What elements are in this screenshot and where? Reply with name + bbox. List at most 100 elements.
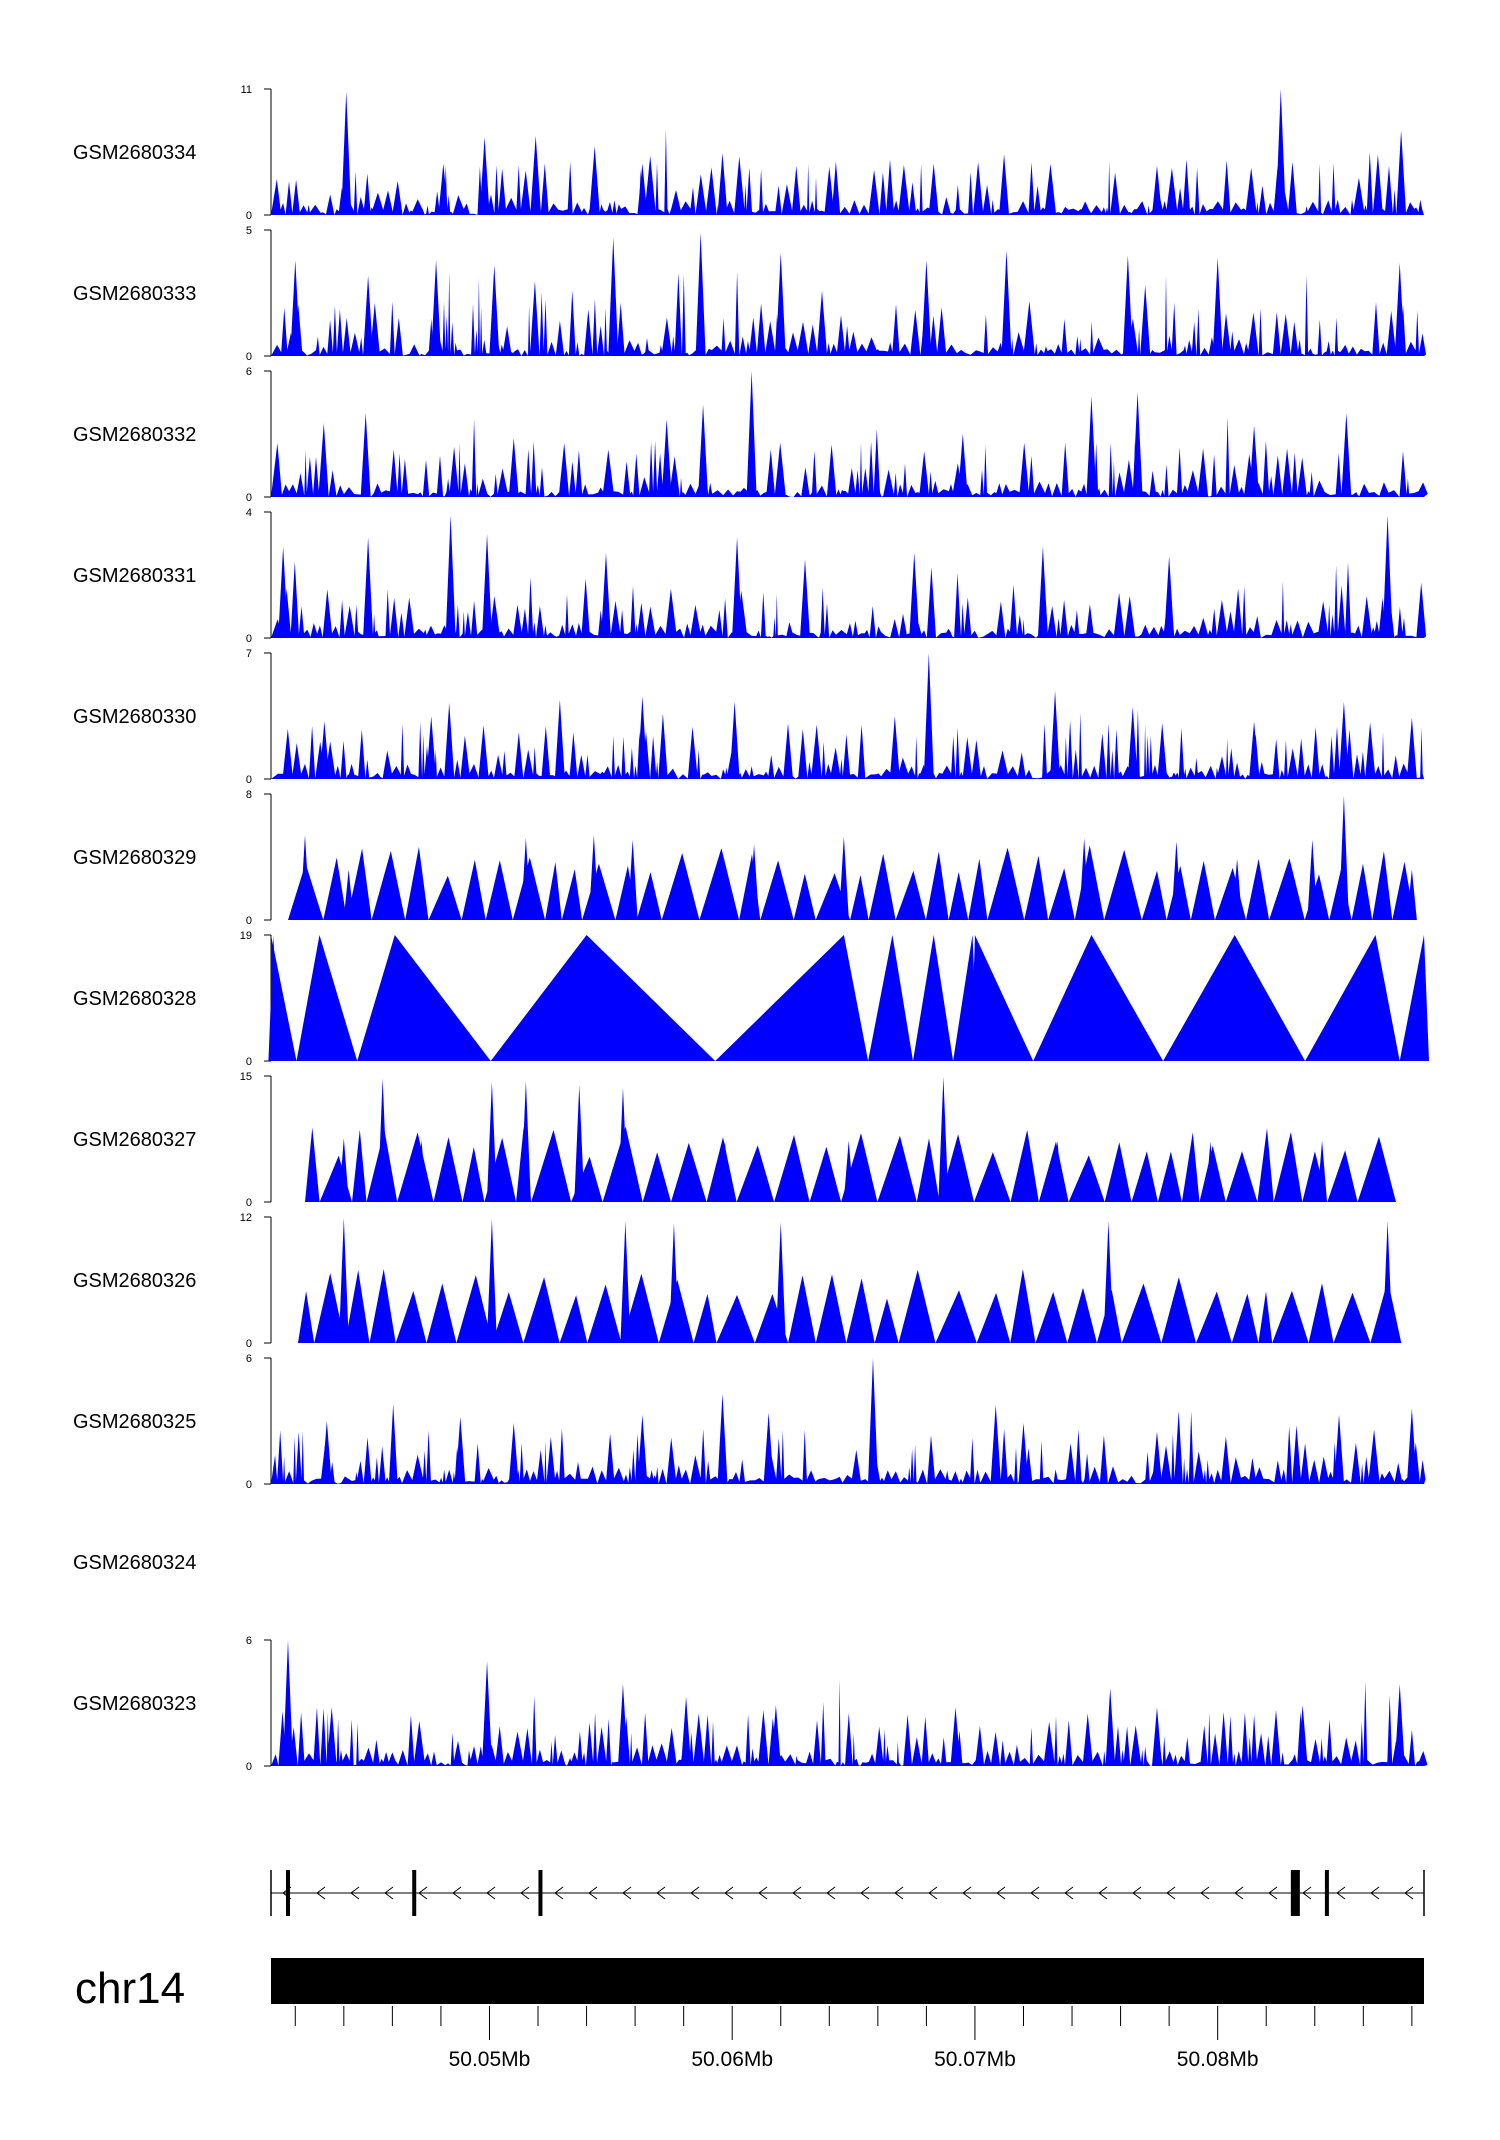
y-tick-label-min: 0 — [246, 774, 252, 786]
genomic-axis: 50.05Mb 50.06Mb 50.07Mb 50.08Mb — [294, 2006, 1413, 2071]
coverage-peak — [681, 1696, 692, 1766]
track-GSM2680323: GSM2680323 6 0 — [73, 1635, 1428, 1773]
strand-arrow — [962, 1886, 972, 1900]
coverage-peak — [438, 163, 449, 215]
coverage-area — [271, 271, 1426, 356]
coverage-peak — [775, 1222, 786, 1343]
coverage-peak — [617, 1087, 628, 1202]
coverage-area — [271, 1403, 1426, 1484]
coverage-peak — [698, 404, 709, 497]
coverage-peak — [770, 1705, 781, 1766]
coverage-peak — [1079, 838, 1090, 920]
y-tick-label-max: 15 — [240, 1071, 252, 1083]
strand-arrow — [792, 1886, 802, 1900]
strand-arrow — [1200, 1886, 1210, 1900]
coverage-peak — [508, 438, 519, 497]
track-label: GSM2680332 — [73, 424, 196, 446]
coverage-peak — [1164, 556, 1175, 638]
coverage-peak — [343, 869, 354, 920]
coverage-peak — [1205, 1141, 1216, 1202]
track-label: GSM2680334 — [73, 142, 196, 164]
y-tick-label-min: 0 — [246, 351, 252, 363]
y-tick-label-min: 0 — [246, 1761, 252, 1773]
strand-arrow — [1336, 1886, 1346, 1900]
coverage-peak — [1394, 1684, 1405, 1766]
y-tick-label-max: 12 — [240, 1212, 252, 1224]
track-label: GSM2680323 — [73, 1693, 196, 1715]
coverage-peak — [637, 1414, 648, 1484]
coverage-peak — [319, 721, 330, 779]
coverage-area — [305, 1126, 1396, 1202]
track-label: GSM2680324 — [73, 1552, 196, 1574]
strand-arrow — [894, 1886, 904, 1900]
strand-arrow — [1166, 1886, 1176, 1900]
coverage-peak — [1406, 717, 1417, 779]
coverage-peak — [775, 252, 786, 356]
coverage-peak — [1406, 1408, 1417, 1484]
strand-arrow — [1030, 1886, 1040, 1900]
coverage-peak — [637, 163, 648, 215]
coverage-peak — [321, 1421, 332, 1484]
exon — [1290, 1870, 1300, 1916]
coverage-peak — [1018, 1423, 1029, 1484]
coverage-peak — [969, 941, 980, 1061]
coverage-peak — [299, 834, 310, 920]
x-tick-label: 50.05Mb — [449, 2048, 531, 2071]
coverage-peak — [719, 1141, 730, 1202]
y-tick-label-max: 6 — [246, 1635, 252, 1647]
strand-arrow — [1370, 1886, 1380, 1900]
coverage-area — [298, 1269, 1415, 1343]
coverage-peak — [957, 434, 968, 497]
strand-arrow — [520, 1886, 530, 1900]
track-label: GSM2680327 — [73, 1129, 196, 1151]
coverage-peak — [486, 1081, 497, 1202]
exon — [285, 1870, 290, 1916]
coverage-peak — [479, 137, 490, 215]
coverage-peak — [431, 260, 442, 356]
strand-arrow — [588, 1886, 598, 1900]
ideogram: chr14 — [75, 1958, 1424, 2013]
track-GSM2680330: GSM2680330 7 0 — [73, 648, 1424, 786]
coverage-peak — [617, 1684, 628, 1766]
coverage-peak — [1127, 707, 1138, 779]
track-label: GSM2680328 — [73, 988, 196, 1010]
coverage-peak — [445, 515, 456, 638]
coverage-peak — [938, 1076, 949, 1202]
coverage-peak — [268, 935, 279, 1061]
coverage-peak — [1232, 858, 1243, 920]
coverage-peak — [363, 537, 374, 638]
coverage-peak — [588, 834, 599, 920]
coverage-peak — [1334, 1414, 1345, 1484]
strand-arrow — [1302, 1886, 1312, 1900]
x-tick-label: 50.06Mb — [691, 2048, 773, 2071]
coverage-peak — [508, 1423, 519, 1484]
coverage-peak — [923, 653, 934, 779]
coverage-peak — [889, 716, 900, 779]
strand-arrow — [656, 1886, 666, 1900]
coverage-peak — [1086, 935, 1097, 1061]
coverage-peak — [426, 716, 437, 779]
coverage-peak — [1307, 839, 1318, 920]
track-label: GSM2680329 — [73, 847, 196, 869]
strand-arrow — [996, 1886, 1006, 1900]
chromosome-bar — [271, 1958, 1424, 2004]
track-label: GSM2680331 — [73, 565, 196, 587]
track-label: GSM2680330 — [73, 706, 196, 728]
strand-arrow — [724, 1886, 734, 1900]
coverage-peak — [608, 237, 619, 356]
coverage-area — [288, 845, 1424, 920]
strand-arrow — [1132, 1886, 1142, 1900]
coverage-peak — [800, 559, 811, 638]
coverage-peak — [887, 935, 898, 1061]
coverage-peak — [1151, 165, 1162, 215]
coverage-peak — [749, 844, 760, 920]
y-tick-label-max: 6 — [246, 1353, 252, 1365]
y-tick-label-min: 0 — [246, 1338, 252, 1350]
coverage-peak — [1406, 869, 1417, 920]
coverage-peak — [1249, 425, 1260, 497]
coverage-peak — [1132, 392, 1143, 497]
y-tick-label-max: 8 — [246, 789, 252, 801]
coverage-peak — [1001, 250, 1012, 356]
strand-arrow — [1064, 1886, 1074, 1900]
